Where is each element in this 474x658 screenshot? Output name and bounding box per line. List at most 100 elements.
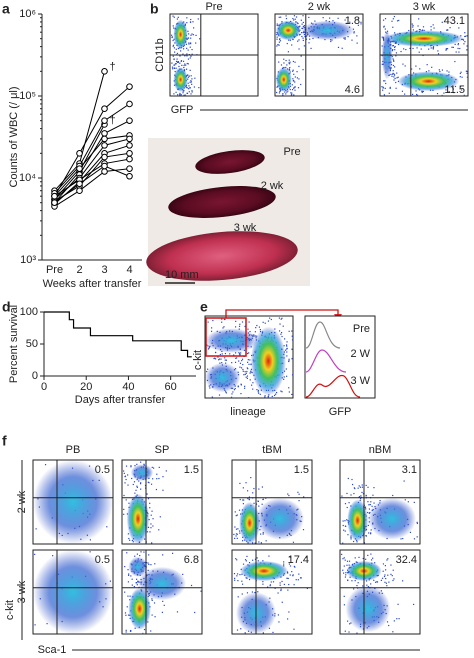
event-dot xyxy=(367,501,369,503)
series-line xyxy=(54,138,130,200)
event-dot xyxy=(151,466,153,468)
event-dot xyxy=(273,394,276,397)
event-dot xyxy=(177,16,179,18)
event-dot xyxy=(182,573,184,575)
event-dot xyxy=(360,21,362,23)
histogram-label: Pre xyxy=(353,323,370,335)
event-dot xyxy=(257,391,259,393)
event-dot xyxy=(287,618,289,620)
event-dot xyxy=(274,328,276,330)
event-dot xyxy=(282,92,284,95)
event-dot xyxy=(89,539,91,541)
event-dot xyxy=(293,628,295,630)
quadrant-value: 1.5 xyxy=(184,464,199,476)
event-dot xyxy=(255,327,257,329)
event-dot xyxy=(241,358,244,360)
event-dot xyxy=(189,81,191,83)
event-dot xyxy=(138,480,140,482)
event-dot xyxy=(344,503,347,505)
event-dot xyxy=(285,368,287,370)
event-dot xyxy=(218,358,221,360)
event-dot xyxy=(302,25,304,28)
density xyxy=(250,326,286,396)
event-dot xyxy=(409,531,412,533)
event-dot xyxy=(136,582,138,584)
event-dot xyxy=(240,392,242,395)
event-dot xyxy=(299,33,301,35)
event-dot xyxy=(146,493,148,495)
y-tick-label: 50 xyxy=(26,338,38,350)
density xyxy=(33,550,113,634)
event-dot xyxy=(277,614,280,616)
event-dot xyxy=(244,373,246,375)
series-line xyxy=(54,103,130,194)
event-dot xyxy=(187,30,189,32)
event-dot xyxy=(290,92,292,94)
event-dot xyxy=(298,48,300,50)
event-dot xyxy=(172,25,174,27)
event-dot xyxy=(175,91,177,93)
spleen xyxy=(168,186,276,218)
event-dot xyxy=(137,580,139,582)
event-dot xyxy=(175,48,177,50)
density xyxy=(368,497,416,540)
event-dot xyxy=(177,61,179,63)
event-dot xyxy=(280,333,282,335)
event-dot xyxy=(396,618,398,620)
event-dot xyxy=(239,354,241,356)
event-dot xyxy=(236,514,238,516)
event-dot xyxy=(287,589,289,591)
event-dot xyxy=(248,363,250,365)
event-dot xyxy=(240,383,242,385)
density xyxy=(128,587,151,630)
event-dot xyxy=(237,386,239,388)
y-tick-label: 10⁶ xyxy=(19,8,36,20)
x-axis-title: Sca-1 xyxy=(38,644,67,656)
event-dot xyxy=(241,360,243,362)
event-dot xyxy=(127,484,129,486)
event-dot xyxy=(280,318,282,320)
event-dot xyxy=(396,72,398,74)
event-dot xyxy=(134,465,136,467)
event-dot xyxy=(343,604,345,606)
event-dot xyxy=(292,80,295,82)
event-dot xyxy=(262,581,264,583)
event-dot xyxy=(370,553,372,555)
event-dot xyxy=(382,563,385,565)
event-dot xyxy=(140,461,142,463)
event-dot xyxy=(299,577,302,579)
event-dot xyxy=(208,347,210,349)
event-dot xyxy=(357,582,359,584)
event-dot xyxy=(124,475,127,477)
event-dot xyxy=(385,82,387,85)
event-dot xyxy=(241,580,243,582)
event-dot xyxy=(418,28,421,31)
event-dot xyxy=(173,47,176,49)
event-dot xyxy=(421,91,423,94)
event-dot xyxy=(233,533,235,536)
event-dot xyxy=(390,73,392,76)
event-dot xyxy=(158,477,160,480)
event-dot xyxy=(127,614,130,616)
event-dot xyxy=(223,326,225,328)
event-dot xyxy=(294,18,296,20)
event-dot xyxy=(428,70,430,72)
event-dot xyxy=(172,44,175,46)
event-dot xyxy=(302,529,305,531)
data-point xyxy=(126,150,133,157)
quadrant-value: 6.8 xyxy=(184,554,199,566)
event-dot xyxy=(344,37,346,39)
event-dot xyxy=(301,32,303,34)
event-dot xyxy=(418,18,420,20)
event-dot xyxy=(156,473,158,475)
density xyxy=(275,20,301,41)
event-dot xyxy=(127,581,130,583)
event-dot xyxy=(388,624,390,627)
event-dot xyxy=(353,31,355,33)
event-dot xyxy=(394,74,396,76)
event-dot xyxy=(418,51,420,53)
event-dot xyxy=(446,48,449,50)
event-dot xyxy=(347,620,349,622)
density xyxy=(205,362,241,393)
event-dot xyxy=(464,35,466,38)
